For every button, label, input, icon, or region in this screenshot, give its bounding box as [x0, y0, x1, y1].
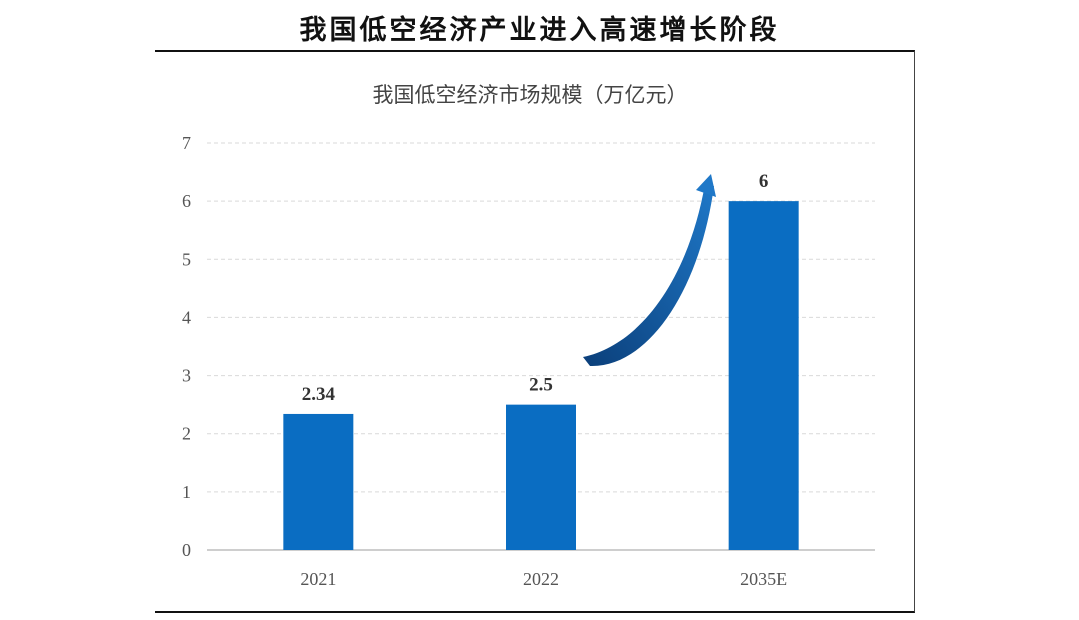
y-axis-ticks: 0 1 2 3 4 5 6 7: [182, 133, 191, 560]
chart-title: 我国低空经济市场规模（万亿元）: [373, 83, 688, 107]
x-tick-label: 2022: [523, 569, 559, 589]
data-label: 6: [759, 171, 769, 192]
bar-2021: [283, 413, 354, 550]
chart-frame: [155, 50, 915, 613]
data-label: 2.34: [302, 384, 336, 405]
y-tick-label: 0: [182, 540, 191, 560]
bar-2022: [506, 404, 576, 550]
y-tick-label: 6: [182, 191, 191, 211]
y-tick-label: 1: [182, 482, 191, 502]
bar-2035E: [728, 201, 799, 550]
data-label: 2.5: [529, 375, 553, 396]
y-tick-label: 4: [182, 307, 191, 327]
bars: [283, 201, 799, 550]
y-tick-label: 5: [182, 249, 191, 269]
page-title: 我国低空经济产业进入高速增长阶段: [299, 15, 780, 46]
growth-arrow-icon: [583, 174, 716, 367]
y-tick-label: 7: [182, 133, 191, 153]
data-labels: 2.34 2.5 6: [302, 171, 769, 405]
y-tick-label: 3: [182, 366, 191, 386]
x-axis-labels: 2021 2022 2035E: [300, 569, 787, 589]
x-tick-label: 2021: [300, 569, 336, 589]
y-tick-label: 2: [182, 424, 191, 444]
x-tick-label: 2035E: [740, 569, 787, 589]
